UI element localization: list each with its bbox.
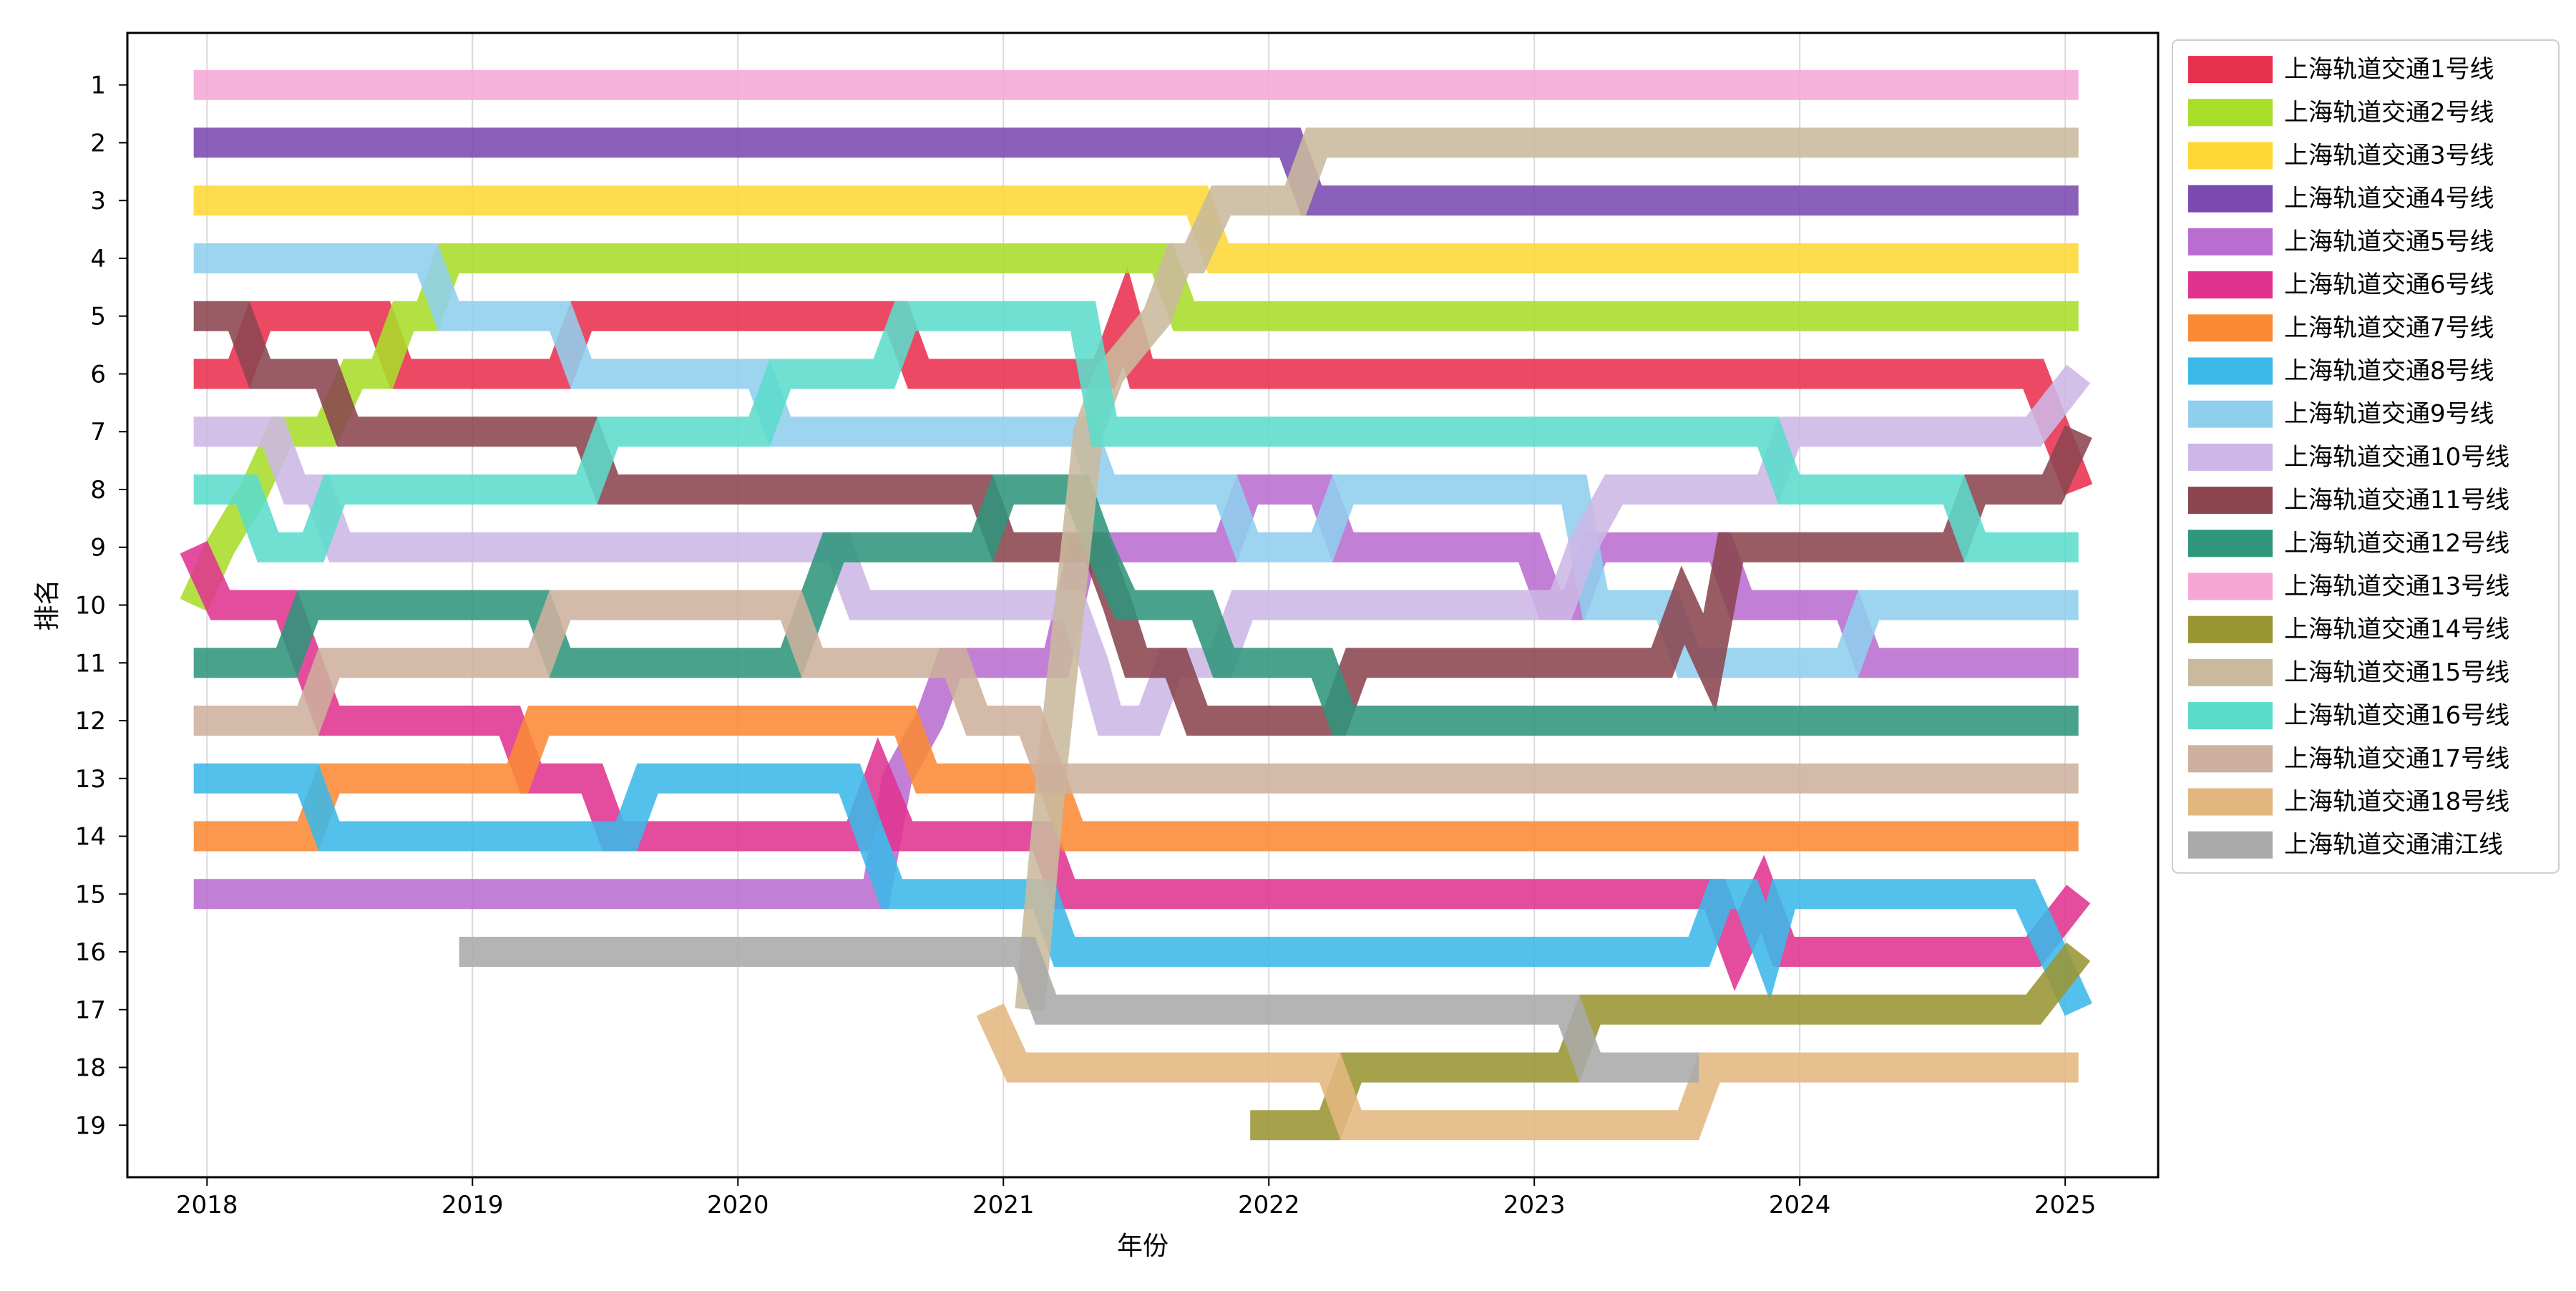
- y-tick-label: 16: [75, 938, 106, 967]
- legend-swatch: [2188, 702, 2273, 730]
- series-line-12: [193, 474, 2079, 736]
- ticks-layer: 2018 2019 2020 2021 2022 2023 2024 202512345678…: [75, 72, 2097, 1219]
- legend-label: 上海轨道交通7号线: [2284, 313, 2494, 342]
- x-tick-label: 2023: [1503, 1191, 1566, 1219]
- series-line-19: [459, 937, 1699, 1083]
- y-tick-label: 8: [90, 476, 106, 505]
- legend-swatch: [2188, 530, 2273, 557]
- series-line-15: [1015, 127, 2079, 1011]
- y-tick-label: 4: [90, 245, 106, 273]
- legend-swatch: [2188, 56, 2273, 84]
- series-line-17: [193, 590, 2079, 794]
- legend-label: 上海轨道交通16号线: [2284, 701, 2509, 730]
- legend-swatch: [2188, 271, 2273, 299]
- y-tick-label: 9: [90, 534, 106, 562]
- legend-label: 上海轨道交通3号线: [2284, 142, 2494, 170]
- x-tick-label: 2019: [441, 1191, 504, 1219]
- y-tick-label: 18: [75, 1054, 106, 1083]
- legend-label: 上海轨道交通5号线: [2284, 228, 2494, 256]
- legend-swatch: [2188, 99, 2273, 127]
- series-line-14: [1250, 942, 2091, 1141]
- series-line-18: [976, 1003, 2079, 1141]
- x-tick-label: 2025: [2034, 1191, 2097, 1219]
- legend-label: 上海轨道交通4号线: [2284, 185, 2494, 213]
- y-tick-label: 19: [75, 1111, 106, 1140]
- y-tick-label: 5: [90, 303, 106, 331]
- y-tick-label: 1: [90, 72, 106, 100]
- y-tick-label: 10: [75, 592, 106, 620]
- legend-label: 上海轨道交通15号线: [2284, 658, 2509, 687]
- y-tick-label: 12: [75, 707, 106, 736]
- legend-swatch: [2188, 185, 2273, 213]
- legend-swatch: [2188, 228, 2273, 255]
- legend-label: 上海轨道交通14号线: [2284, 615, 2509, 644]
- series-line-11: [193, 301, 2092, 736]
- y-tick-label: 17: [75, 996, 106, 1025]
- x-tick-label: 2021: [972, 1191, 1035, 1219]
- legend-label: 上海轨道交通2号线: [2284, 98, 2494, 127]
- legend-swatch: [2188, 788, 2273, 816]
- legend-swatch: [2188, 615, 2273, 643]
- series-line-16: [193, 301, 2079, 562]
- x-tick-label: 2022: [1238, 1191, 1300, 1219]
- y-tick-label: 11: [75, 649, 106, 678]
- legend-label: 上海轨道交通17号线: [2284, 744, 2509, 773]
- series-layer: [180, 69, 2093, 1141]
- legend-swatch: [2188, 487, 2273, 515]
- series-line-9: [193, 243, 2079, 678]
- legend-label: 上海轨道交通6号线: [2284, 271, 2494, 299]
- x-tick-label: 2018: [176, 1191, 238, 1219]
- legend-label: 上海轨道交通11号线: [2284, 486, 2509, 515]
- legend-label: 上海轨道交通1号线: [2284, 55, 2494, 84]
- legend-swatch: [2188, 142, 2273, 170]
- y-tick-label: 15: [75, 880, 106, 909]
- x-tick-label: 2020: [707, 1191, 769, 1219]
- legend-swatch: [2188, 658, 2273, 686]
- legend-swatch: [2188, 314, 2273, 342]
- y-tick-label: 3: [90, 187, 106, 215]
- y-axis-label: 排名: [33, 579, 62, 630]
- x-tick-label: 2024: [1769, 1191, 1831, 1219]
- legend-swatch: [2188, 573, 2273, 600]
- y-tick-label: 6: [90, 360, 106, 389]
- legend-label: 上海轨道交通18号线: [2284, 788, 2509, 817]
- series-line-1: [193, 266, 2093, 495]
- legend-label: 上海轨道交通10号线: [2284, 443, 2509, 472]
- legend-swatch: [2188, 443, 2273, 471]
- legend-swatch: [2188, 745, 2273, 773]
- y-tick-label: 2: [90, 129, 106, 157]
- y-tick-label: 14: [75, 823, 106, 852]
- legend-swatch: [2188, 357, 2273, 385]
- legend-label: 上海轨道交通8号线: [2284, 357, 2494, 386]
- legend-label: 上海轨道交通13号线: [2284, 573, 2509, 601]
- legend: 上海轨道交通1号线上海轨道交通2号线上海轨道交通3号线上海轨道交通4号线上海轨道…: [2172, 39, 2560, 874]
- legend-swatch: [2188, 400, 2273, 428]
- legend-label: 上海轨道交通9号线: [2284, 400, 2494, 429]
- y-tick-label: 13: [75, 765, 106, 794]
- y-tick-label: 7: [90, 418, 106, 447]
- legend-label: 上海轨道交通浦江线: [2284, 831, 2503, 859]
- x-axis-label: 年份: [1117, 1232, 1169, 1261]
- legend-swatch: [2188, 831, 2273, 859]
- legend-label: 上海轨道交通12号线: [2284, 529, 2509, 557]
